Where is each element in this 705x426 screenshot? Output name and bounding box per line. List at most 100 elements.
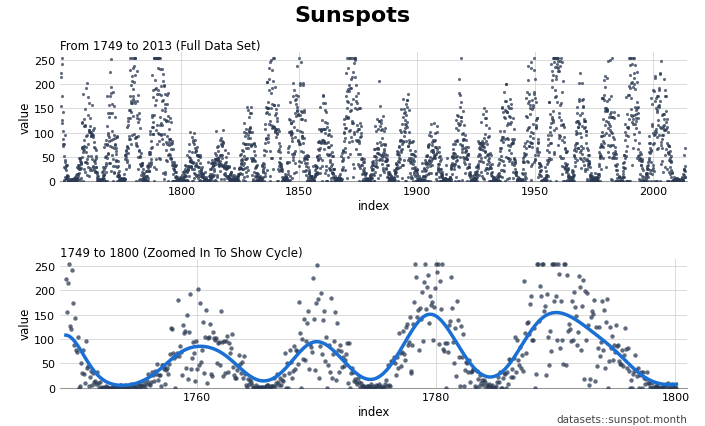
Point bbox=[358, 156, 369, 163]
Point bbox=[269, 375, 280, 382]
Point bbox=[630, 62, 641, 69]
Point bbox=[245, 124, 256, 131]
Point bbox=[456, 150, 467, 156]
Point bbox=[432, 164, 443, 171]
Point bbox=[193, 153, 204, 160]
Point bbox=[639, 380, 650, 387]
Point bbox=[632, 155, 643, 162]
Point bbox=[396, 147, 407, 154]
Point bbox=[613, 178, 625, 185]
Point bbox=[605, 142, 616, 149]
Point bbox=[363, 177, 374, 184]
Point bbox=[56, 103, 67, 110]
Point bbox=[371, 165, 382, 172]
Point bbox=[587, 176, 599, 183]
Point bbox=[124, 136, 135, 143]
Point bbox=[453, 178, 465, 185]
Point bbox=[284, 347, 295, 354]
Point bbox=[504, 147, 515, 154]
Point bbox=[370, 128, 381, 135]
Point bbox=[670, 177, 681, 184]
Point bbox=[188, 160, 199, 167]
Point bbox=[302, 153, 314, 160]
Point bbox=[613, 178, 624, 185]
Point bbox=[486, 161, 498, 168]
Point bbox=[374, 158, 385, 164]
Point bbox=[424, 132, 435, 139]
Point bbox=[493, 379, 505, 386]
Point bbox=[157, 136, 168, 143]
Point bbox=[380, 158, 391, 165]
Point bbox=[637, 166, 648, 173]
Point bbox=[208, 168, 219, 175]
Point bbox=[484, 164, 496, 171]
Point bbox=[130, 55, 141, 62]
Point bbox=[392, 365, 403, 371]
Point bbox=[323, 342, 334, 348]
Point bbox=[437, 175, 448, 181]
Point bbox=[94, 178, 106, 185]
Point bbox=[484, 162, 496, 169]
Point bbox=[591, 175, 603, 182]
Point bbox=[654, 103, 665, 109]
Point bbox=[255, 178, 266, 185]
Point bbox=[675, 178, 687, 185]
Point bbox=[655, 72, 666, 78]
Point bbox=[609, 150, 620, 157]
Point bbox=[252, 177, 263, 184]
Point bbox=[345, 127, 356, 134]
Point bbox=[649, 129, 661, 135]
Point bbox=[493, 156, 505, 163]
Point bbox=[575, 347, 587, 354]
Point bbox=[604, 128, 615, 135]
Point bbox=[389, 172, 400, 178]
Point bbox=[305, 176, 316, 183]
Point bbox=[171, 174, 183, 181]
Point bbox=[670, 384, 682, 391]
Point bbox=[146, 72, 157, 79]
Point bbox=[287, 130, 298, 137]
Point bbox=[410, 261, 421, 268]
Point bbox=[227, 178, 238, 185]
Point bbox=[238, 177, 249, 184]
Point bbox=[307, 176, 319, 183]
Point bbox=[576, 303, 587, 310]
Point bbox=[635, 369, 646, 376]
Point bbox=[109, 163, 121, 170]
Point bbox=[491, 173, 503, 180]
Point bbox=[272, 102, 283, 109]
Point bbox=[393, 144, 405, 151]
Point bbox=[514, 178, 525, 185]
Point bbox=[154, 371, 165, 378]
Point bbox=[159, 91, 171, 98]
Point bbox=[651, 93, 663, 100]
Point bbox=[79, 159, 90, 166]
Point bbox=[665, 384, 676, 391]
Point bbox=[68, 342, 80, 349]
Point bbox=[161, 118, 172, 124]
Point bbox=[529, 156, 540, 163]
Point bbox=[427, 162, 438, 169]
Point bbox=[472, 138, 484, 145]
Point bbox=[161, 133, 172, 140]
Point bbox=[149, 55, 161, 62]
Point bbox=[121, 147, 132, 154]
Point bbox=[443, 322, 455, 328]
Point bbox=[572, 104, 583, 111]
Point bbox=[673, 178, 685, 185]
Point bbox=[381, 158, 392, 165]
Point bbox=[522, 78, 534, 84]
Point bbox=[408, 152, 419, 159]
Point bbox=[544, 99, 555, 106]
Point bbox=[200, 178, 211, 185]
Point bbox=[166, 138, 178, 145]
Point bbox=[549, 55, 560, 62]
Point bbox=[646, 121, 658, 128]
Point bbox=[411, 167, 422, 173]
Point bbox=[565, 178, 576, 185]
Point bbox=[95, 176, 106, 183]
Point bbox=[614, 178, 625, 185]
Point bbox=[216, 164, 228, 170]
Point bbox=[396, 349, 407, 356]
Point bbox=[310, 163, 321, 170]
